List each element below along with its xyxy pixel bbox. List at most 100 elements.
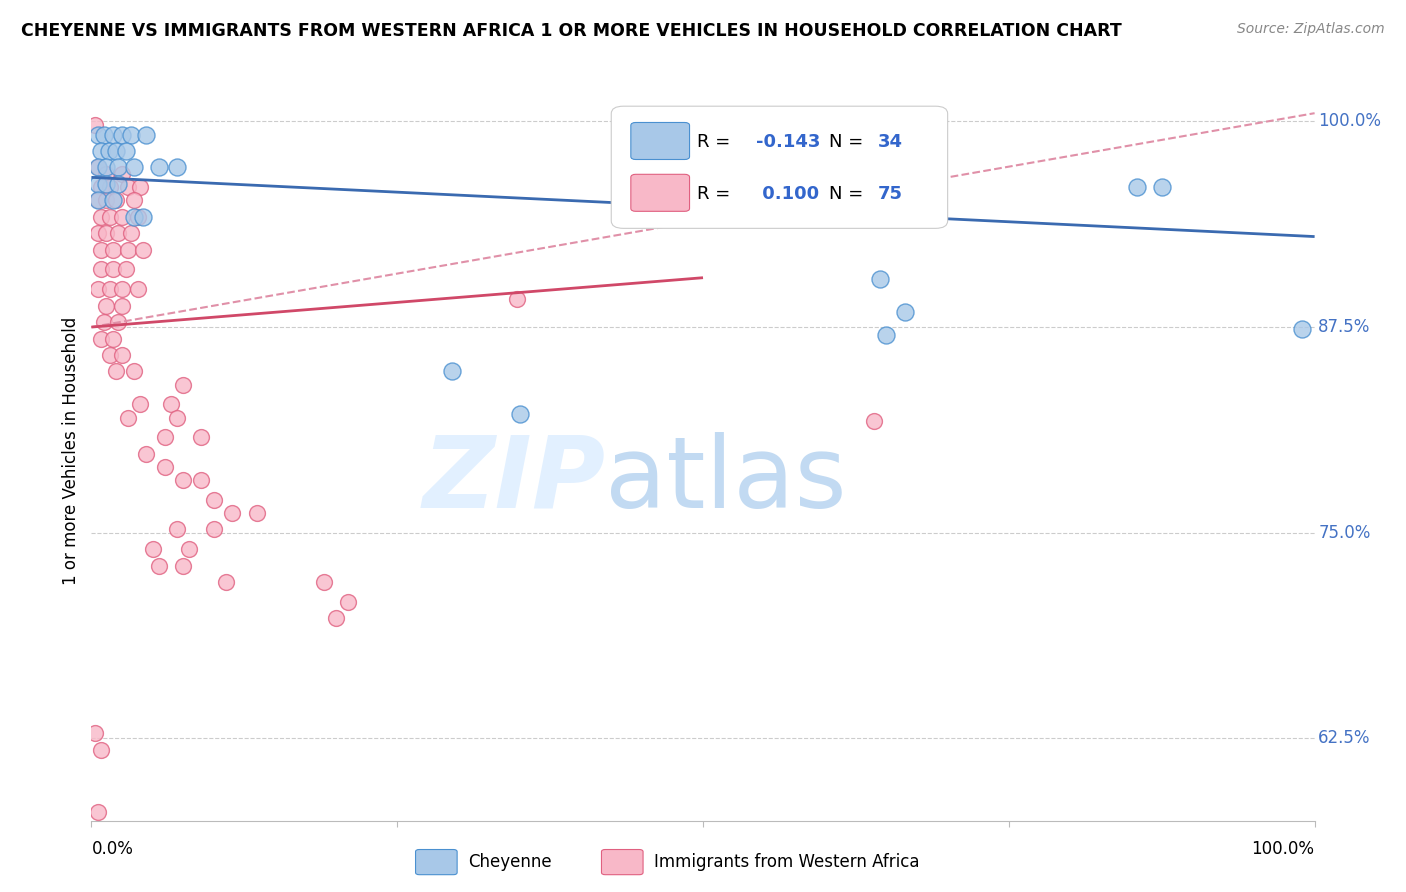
Y-axis label: 1 or more Vehicles in Household: 1 or more Vehicles in Household xyxy=(62,317,80,584)
Point xyxy=(337,595,360,609)
Point xyxy=(103,332,125,346)
Point xyxy=(894,305,917,319)
Text: CHEYENNE VS IMMIGRANTS FROM WESTERN AFRICA 1 OR MORE VEHICLES IN HOUSEHOLD CORRE: CHEYENNE VS IMMIGRANTS FROM WESTERN AFRI… xyxy=(21,22,1122,40)
Point xyxy=(90,180,112,194)
Point xyxy=(90,332,112,346)
Point xyxy=(86,161,108,175)
Point xyxy=(132,243,155,257)
FancyBboxPatch shape xyxy=(631,174,689,211)
Point xyxy=(869,272,891,286)
Point xyxy=(98,348,121,362)
Point xyxy=(86,282,108,296)
Point xyxy=(129,397,152,411)
Text: Source: ZipAtlas.com: Source: ZipAtlas.com xyxy=(1237,22,1385,37)
Text: 0.0%: 0.0% xyxy=(91,840,134,858)
Text: -0.143: -0.143 xyxy=(755,133,820,151)
Point xyxy=(129,180,152,194)
Point xyxy=(94,161,117,175)
Point xyxy=(148,558,170,573)
Point xyxy=(114,262,136,277)
Point xyxy=(127,210,149,224)
Text: Cheyenne: Cheyenne xyxy=(468,853,551,871)
Point xyxy=(160,397,183,411)
Point xyxy=(97,144,120,158)
Text: 75.0%: 75.0% xyxy=(1319,524,1371,541)
Point xyxy=(86,161,108,175)
Point xyxy=(132,210,155,224)
Point xyxy=(117,180,139,194)
Point xyxy=(190,430,212,444)
Point xyxy=(86,194,108,208)
Point xyxy=(107,177,129,191)
Point xyxy=(172,377,194,392)
Text: ZIP: ZIP xyxy=(422,432,605,529)
Point xyxy=(179,542,201,557)
Point xyxy=(190,473,212,487)
Text: 100.0%: 100.0% xyxy=(1319,112,1381,130)
Point xyxy=(103,194,125,208)
Text: N =: N = xyxy=(830,133,869,151)
FancyBboxPatch shape xyxy=(416,849,457,875)
Point xyxy=(117,243,139,257)
Point xyxy=(122,194,145,208)
Point xyxy=(103,128,125,142)
Point xyxy=(120,227,142,241)
Point xyxy=(86,227,108,241)
Point xyxy=(245,506,267,520)
Point xyxy=(104,364,127,378)
Point xyxy=(84,118,107,132)
Point xyxy=(135,128,157,142)
Point xyxy=(120,128,142,142)
Point xyxy=(94,167,117,181)
Point xyxy=(103,262,125,277)
Point xyxy=(153,430,176,444)
Text: atlas: atlas xyxy=(605,432,846,529)
Point xyxy=(1150,180,1173,194)
Point xyxy=(202,523,225,537)
Point xyxy=(111,167,134,181)
Point xyxy=(107,161,129,175)
Text: 87.5%: 87.5% xyxy=(1319,318,1371,336)
Point xyxy=(148,161,170,175)
Text: Immigrants from Western Africa: Immigrants from Western Africa xyxy=(654,853,920,871)
Point xyxy=(215,575,238,590)
Point xyxy=(166,410,188,425)
Point xyxy=(86,194,108,208)
Point xyxy=(94,177,117,191)
Point xyxy=(86,805,108,820)
Point xyxy=(104,194,127,208)
Point xyxy=(98,282,121,296)
Point xyxy=(111,210,134,224)
Point xyxy=(221,506,243,520)
Point xyxy=(1126,180,1149,194)
Text: 100.0%: 100.0% xyxy=(1251,840,1315,858)
Point xyxy=(111,348,134,362)
Text: 62.5%: 62.5% xyxy=(1319,730,1371,747)
Point xyxy=(90,144,112,158)
Point xyxy=(166,523,188,537)
Point xyxy=(111,128,134,142)
Point xyxy=(90,243,112,257)
Point xyxy=(875,328,898,343)
Point xyxy=(1291,322,1313,336)
Point xyxy=(103,243,125,257)
Point xyxy=(111,299,134,313)
Point xyxy=(94,227,117,241)
Point xyxy=(166,161,188,175)
Point xyxy=(90,210,112,224)
Point xyxy=(86,177,108,191)
Point xyxy=(93,315,115,329)
Point xyxy=(441,364,464,378)
Point xyxy=(202,492,225,507)
Point xyxy=(94,194,117,208)
Point xyxy=(312,575,335,590)
Text: R =: R = xyxy=(697,133,735,151)
Point xyxy=(94,299,117,313)
Point xyxy=(325,611,347,625)
Point xyxy=(141,542,163,557)
Point xyxy=(107,315,129,329)
Point xyxy=(135,447,157,461)
Point xyxy=(90,262,112,277)
FancyBboxPatch shape xyxy=(602,849,643,875)
Point xyxy=(172,558,194,573)
